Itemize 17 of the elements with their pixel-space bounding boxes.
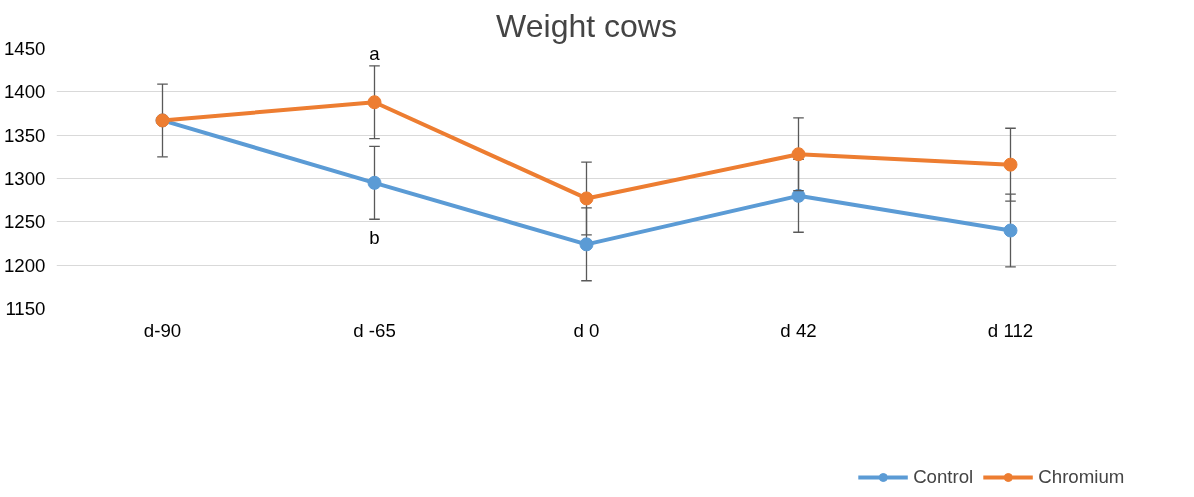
y-tick-label: 1150 [5,298,46,319]
y-tick-label: 1300 [4,168,46,189]
x-tick-label: d 42 [780,319,817,341]
x-tick-label: d 112 [987,319,1034,341]
y-tick-label: 1350 [4,124,46,146]
x-tick-label: d 0 [573,319,600,341]
y-tick-label: 1250 [4,211,46,233]
x-tick-label: d -65 [353,319,396,341]
chart-title: Weight cows [496,7,677,44]
annotation: b [369,226,380,248]
legend-label: Chromium [1038,465,1125,488]
y-tick-label: 1400 [4,81,46,103]
y-tick-label: 1450 [4,38,46,59]
x-tick-label: d-90 [143,319,182,341]
y-tick-label: 1200 [4,254,46,276]
legend-label: Control [913,465,974,488]
annotation: a [369,42,381,64]
